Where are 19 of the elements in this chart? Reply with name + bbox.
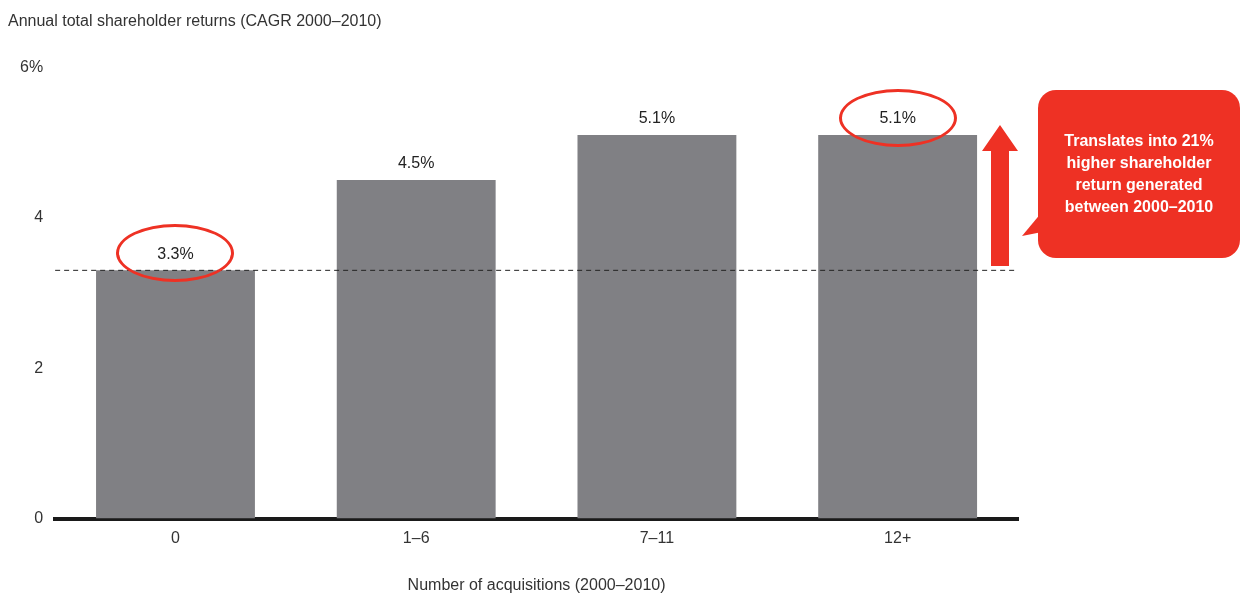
x-tick-label: 12+ (884, 528, 912, 546)
y-tick-label: 2 (34, 358, 44, 376)
chart-title: Annual total shareholder returns (CAGR 2000–2010) (8, 12, 382, 30)
data-label: 3.3% (157, 244, 194, 262)
x-tick-label: 0 (171, 528, 181, 546)
bar (96, 270, 255, 519)
x-tick-label: 1–6 (402, 528, 430, 546)
data-label: 4.5% (397, 154, 435, 172)
y-tick-label: 4 (34, 208, 44, 226)
x-tick-label: 7–11 (639, 528, 675, 546)
data-label: 5.1% (879, 109, 916, 127)
y-tick-label: 6% (20, 57, 44, 75)
y-tick-label: 0 (34, 509, 44, 527)
bar (818, 134, 978, 519)
bar (577, 134, 737, 519)
text: Translates into 21% higher shareholder return generated between 2000–2010 (1038, 90, 1240, 258)
x-axis-title: Number of acquisitions (2000–2010) (407, 575, 666, 593)
data-label: 5.1% (638, 109, 676, 127)
bar (336, 180, 496, 519)
